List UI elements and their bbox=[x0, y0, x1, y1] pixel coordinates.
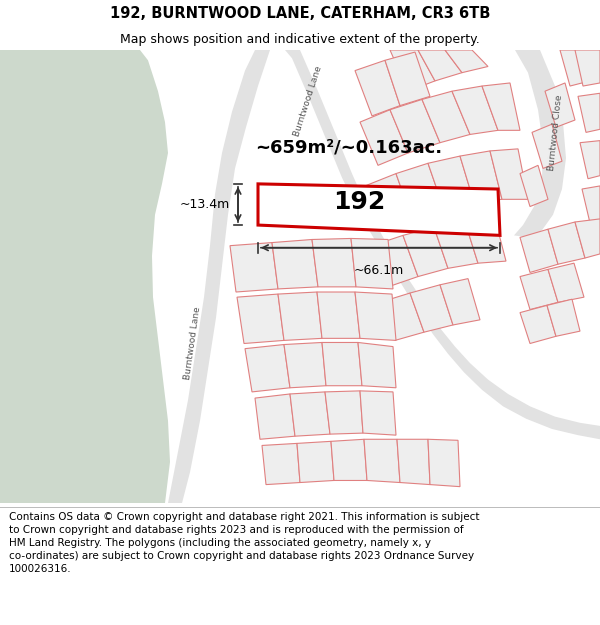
Polygon shape bbox=[418, 50, 462, 81]
Polygon shape bbox=[482, 83, 520, 131]
Polygon shape bbox=[390, 50, 435, 91]
Text: Map shows position and indicative extent of the property.: Map shows position and indicative extent… bbox=[120, 32, 480, 46]
Polygon shape bbox=[322, 342, 362, 386]
Polygon shape bbox=[445, 50, 488, 72]
Text: ~659m²/~0.163ac.: ~659m²/~0.163ac. bbox=[256, 139, 443, 157]
Polygon shape bbox=[520, 269, 558, 309]
Polygon shape bbox=[245, 344, 290, 392]
Polygon shape bbox=[285, 50, 600, 439]
Polygon shape bbox=[460, 151, 502, 202]
Polygon shape bbox=[548, 263, 584, 302]
Polygon shape bbox=[297, 441, 334, 483]
Polygon shape bbox=[278, 292, 322, 341]
Polygon shape bbox=[325, 391, 363, 434]
Polygon shape bbox=[434, 222, 478, 268]
Polygon shape bbox=[380, 293, 424, 341]
Polygon shape bbox=[440, 279, 480, 325]
Text: 192: 192 bbox=[333, 191, 385, 214]
Text: Burntwood Lane: Burntwood Lane bbox=[292, 65, 323, 138]
Polygon shape bbox=[410, 285, 453, 332]
Polygon shape bbox=[385, 52, 430, 106]
Text: ~66.1m: ~66.1m bbox=[354, 264, 404, 278]
Text: ~13.4m: ~13.4m bbox=[180, 198, 230, 211]
Polygon shape bbox=[0, 50, 170, 503]
Polygon shape bbox=[331, 439, 367, 481]
Polygon shape bbox=[272, 239, 318, 289]
Polygon shape bbox=[365, 174, 412, 230]
Polygon shape bbox=[351, 239, 393, 289]
Polygon shape bbox=[575, 219, 600, 258]
Polygon shape bbox=[547, 299, 580, 336]
Polygon shape bbox=[520, 166, 548, 206]
Polygon shape bbox=[358, 342, 396, 388]
Polygon shape bbox=[514, 50, 566, 238]
Polygon shape bbox=[355, 60, 400, 116]
Polygon shape bbox=[490, 149, 528, 199]
Polygon shape bbox=[390, 99, 440, 153]
Polygon shape bbox=[578, 93, 600, 132]
Polygon shape bbox=[290, 392, 330, 436]
Polygon shape bbox=[230, 242, 278, 292]
Polygon shape bbox=[237, 294, 284, 344]
Text: 192, BURNTWOOD LANE, CATERHAM, CR3 6TB: 192, BURNTWOOD LANE, CATERHAM, CR3 6TB bbox=[110, 6, 490, 21]
Polygon shape bbox=[428, 156, 474, 209]
Polygon shape bbox=[372, 236, 418, 287]
Polygon shape bbox=[548, 222, 585, 264]
Text: Burntwood Lane: Burntwood Lane bbox=[184, 306, 203, 381]
Polygon shape bbox=[575, 50, 600, 86]
Text: Contains OS data © Crown copyright and database right 2021. This information is : Contains OS data © Crown copyright and d… bbox=[9, 512, 479, 574]
Polygon shape bbox=[428, 439, 460, 487]
Polygon shape bbox=[397, 439, 430, 484]
Polygon shape bbox=[364, 439, 400, 483]
Polygon shape bbox=[255, 394, 295, 439]
Polygon shape bbox=[452, 86, 498, 134]
Polygon shape bbox=[360, 110, 408, 166]
Text: Burntwood Close: Burntwood Close bbox=[548, 94, 565, 171]
Polygon shape bbox=[168, 50, 270, 503]
Polygon shape bbox=[262, 443, 300, 484]
Polygon shape bbox=[403, 227, 448, 276]
Polygon shape bbox=[532, 124, 562, 168]
Polygon shape bbox=[317, 292, 360, 338]
Polygon shape bbox=[284, 342, 326, 388]
Polygon shape bbox=[560, 50, 590, 86]
Polygon shape bbox=[520, 229, 558, 272]
Polygon shape bbox=[545, 83, 575, 127]
Polygon shape bbox=[582, 186, 600, 223]
Polygon shape bbox=[520, 306, 556, 344]
Polygon shape bbox=[465, 219, 506, 263]
Polygon shape bbox=[580, 141, 600, 179]
Polygon shape bbox=[258, 184, 500, 236]
Polygon shape bbox=[396, 163, 444, 219]
Polygon shape bbox=[355, 292, 396, 341]
Polygon shape bbox=[312, 239, 356, 287]
Polygon shape bbox=[360, 391, 396, 435]
Polygon shape bbox=[422, 91, 470, 142]
